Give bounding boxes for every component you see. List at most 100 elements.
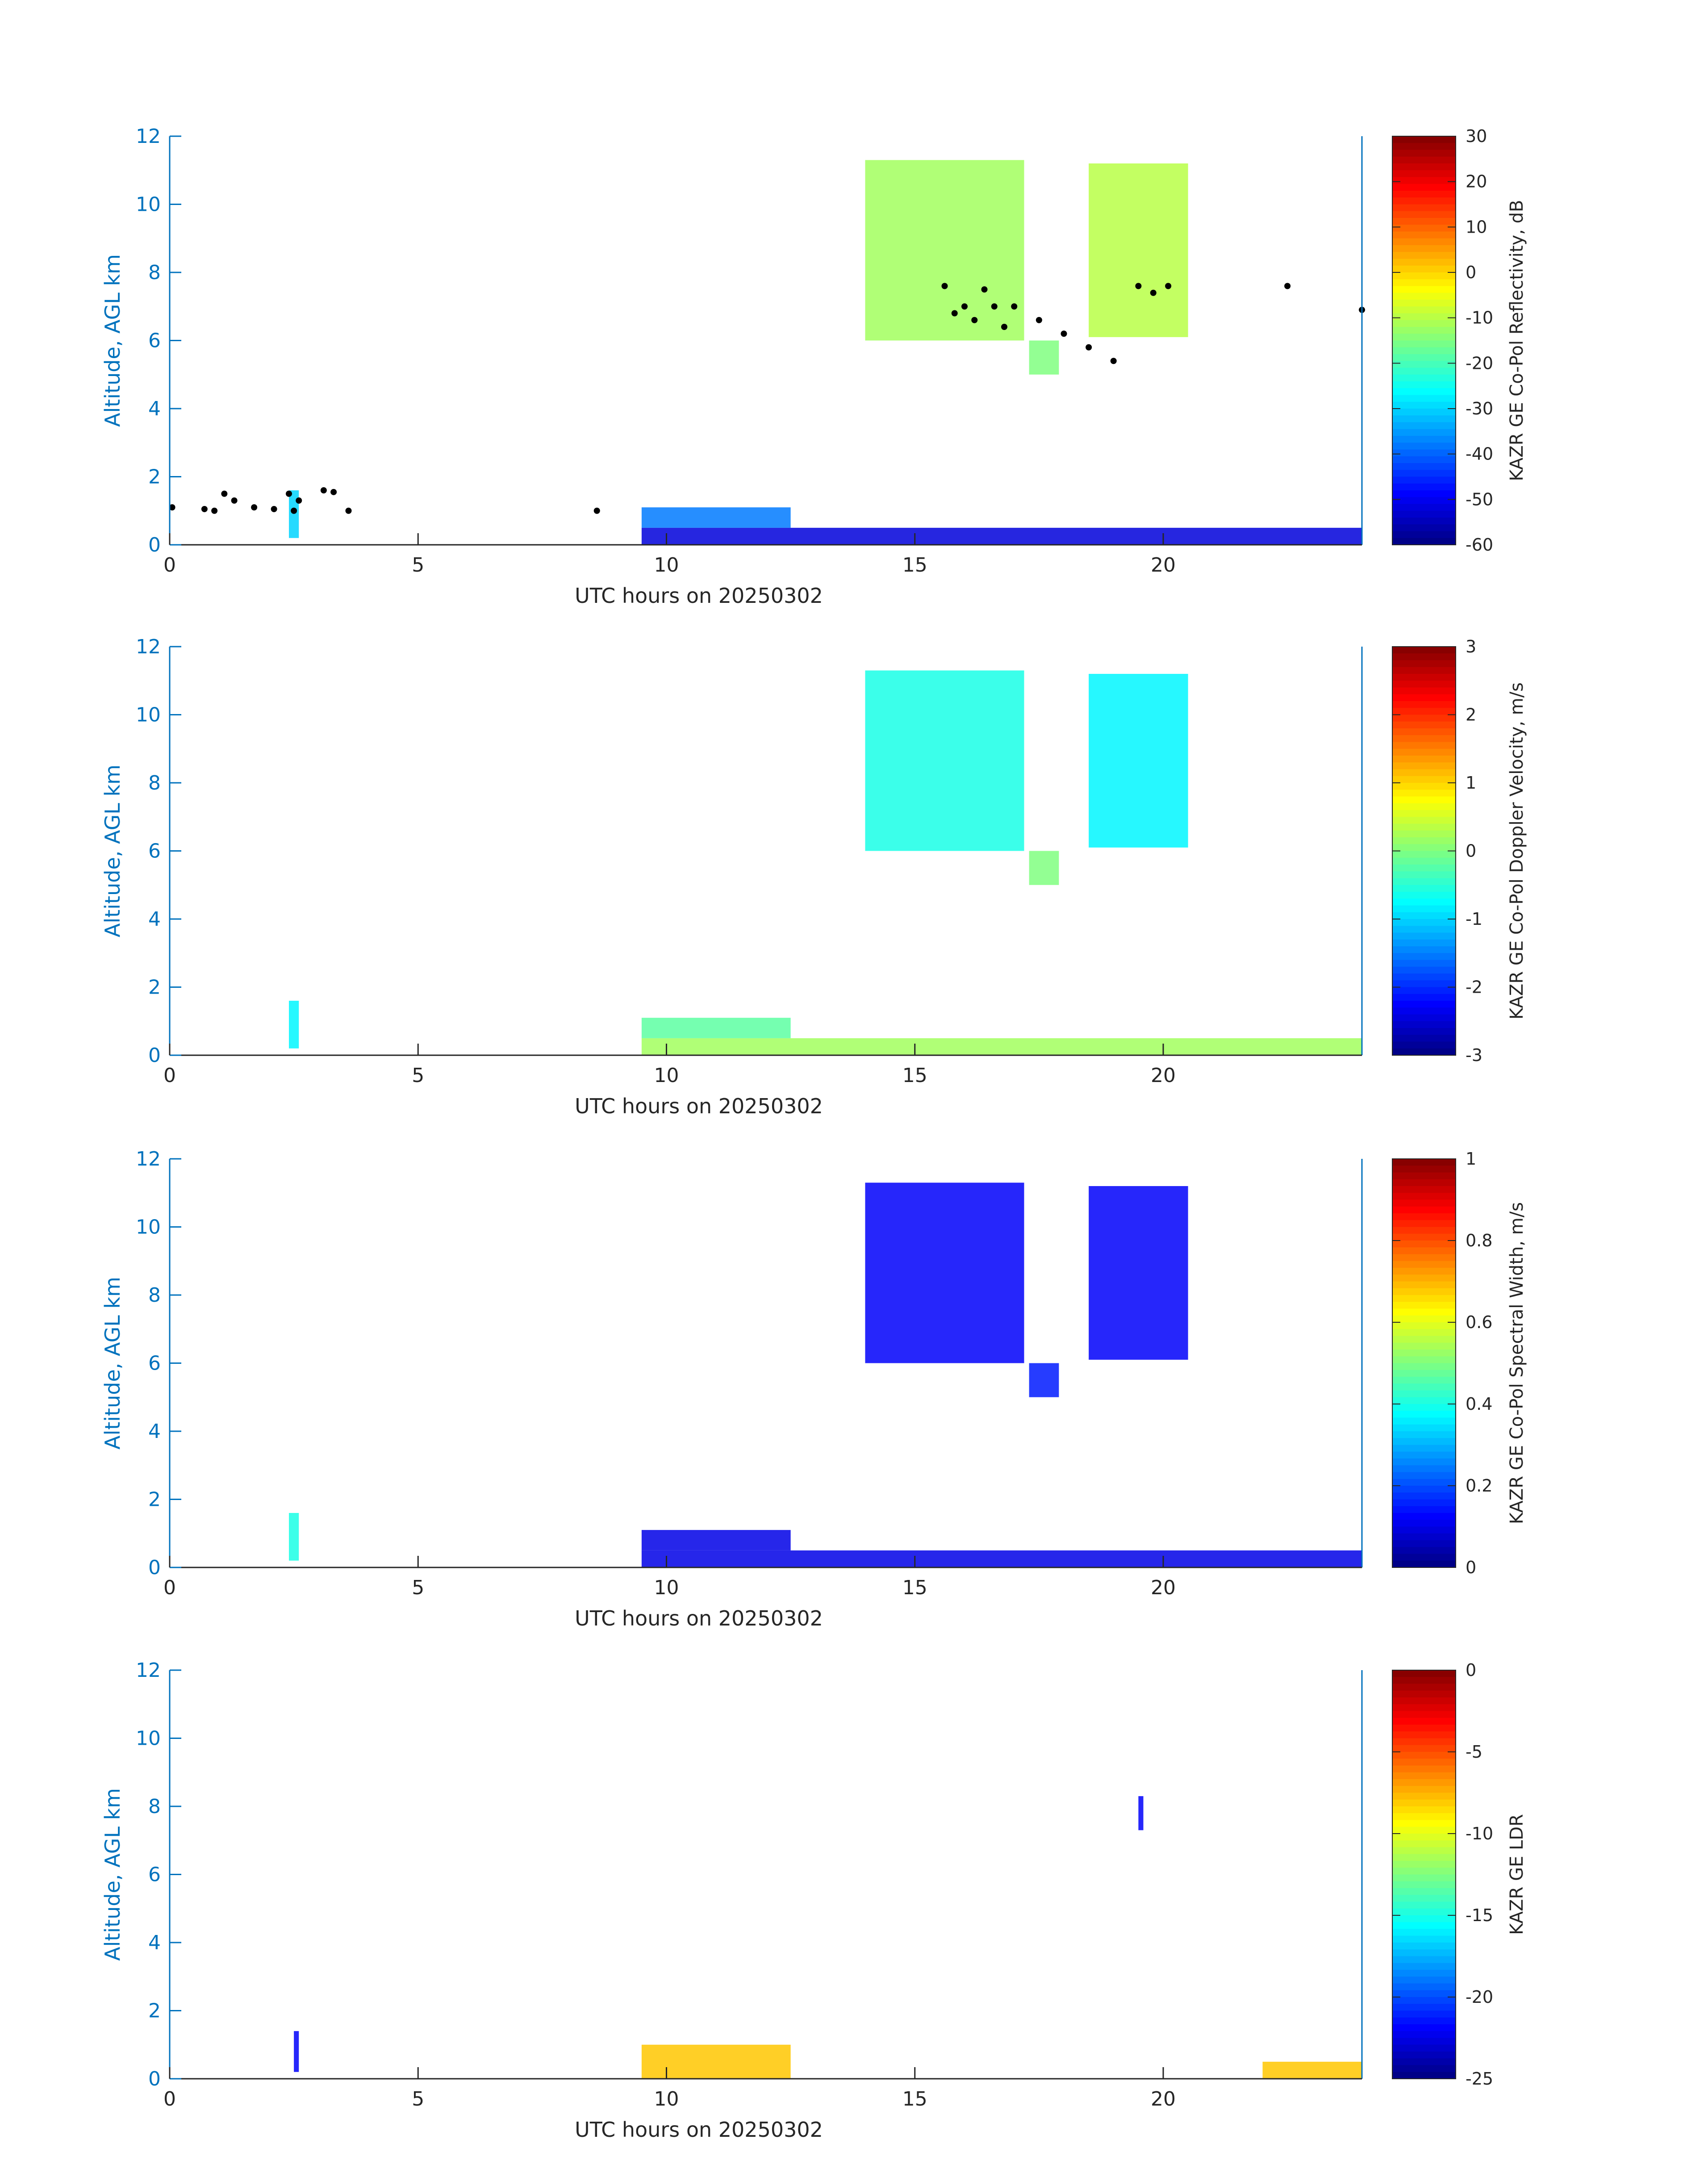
colorbar-segment — [1392, 1424, 1456, 1432]
overlay-point — [211, 507, 218, 514]
y-tick-label: 10 — [136, 1216, 161, 1239]
colorbar-segment — [1392, 1363, 1456, 1371]
colorbar-segment — [1392, 1001, 1456, 1008]
colorbar-tick-label: 0 — [1466, 1660, 1476, 1680]
colorbar-segment — [1392, 2052, 1456, 2059]
data-region — [865, 160, 1024, 341]
colorbar-segment — [1392, 1007, 1456, 1015]
colorbar-segment — [1392, 694, 1456, 702]
colorbar-segment — [1392, 225, 1456, 232]
colorbar-segment — [1392, 1793, 1456, 1800]
colorbar-segment — [1392, 279, 1456, 287]
colorbar-tick-label: -40 — [1466, 444, 1493, 464]
colorbar-segment — [1392, 769, 1456, 777]
colorbar-segment — [1392, 286, 1456, 293]
overlay-point — [251, 504, 258, 511]
y-tick-label: 12 — [136, 635, 161, 658]
colorbar-segment — [1392, 919, 1456, 927]
overlay-point — [1086, 344, 1092, 351]
colorbar-tick-label: -30 — [1466, 399, 1493, 418]
data-region — [641, 2044, 791, 2079]
x-tick-label: 10 — [654, 554, 679, 577]
colorbar-segment — [1392, 1021, 1456, 1028]
colorbar-segment — [1392, 1868, 1456, 1875]
colorbar-tick-label: -10 — [1466, 308, 1493, 328]
colorbar-segment — [1392, 1881, 1456, 1889]
data-region — [1262, 2061, 1362, 2079]
colorbar-segment — [1392, 1438, 1456, 1446]
colorbar-segment — [1392, 497, 1456, 505]
colorbar-segment — [1392, 361, 1456, 368]
colorbar-segment — [1392, 1540, 1456, 1548]
data-region — [1029, 340, 1059, 375]
colorbar-segment — [1392, 463, 1456, 471]
colorbar-segment — [1392, 926, 1456, 933]
colorbar-segment — [1392, 1254, 1456, 1262]
colorbar-tick-label: 1 — [1466, 1149, 1476, 1169]
colorbar-segment — [1392, 776, 1456, 783]
overlay-point — [1135, 283, 1142, 289]
colorbar-segment — [1392, 510, 1456, 518]
colorbar-segment — [1392, 1172, 1456, 1180]
colorbar-segment — [1392, 1241, 1456, 1248]
y-tick-label: 6 — [148, 1352, 161, 1375]
colorbar-segment — [1392, 2065, 1456, 2073]
data-region — [641, 1530, 791, 1550]
y-tick-label: 8 — [148, 1284, 161, 1307]
overlay-point — [271, 506, 277, 512]
overlay-point — [1011, 303, 1018, 310]
colorbar-segment — [1392, 1826, 1456, 1834]
colorbar-segment — [1392, 987, 1456, 994]
x-tick-label: 5 — [412, 1576, 424, 1599]
colorbar-segment — [1392, 204, 1456, 212]
colorbar-segment — [1392, 1526, 1456, 1534]
colorbar-segment — [1392, 150, 1456, 157]
colorbar-segment — [1392, 170, 1456, 178]
colorbar-segment — [1392, 2004, 1456, 2011]
data-region — [1138, 1796, 1144, 1830]
colorbar-segment — [1392, 1465, 1456, 1473]
colorbar-segment — [1392, 946, 1456, 954]
colorbar-tick-label: -60 — [1466, 535, 1493, 555]
colorbar-segment — [1392, 422, 1456, 430]
overlay-point — [330, 489, 337, 495]
data-region — [294, 2031, 299, 2072]
colorbar-segment — [1392, 211, 1456, 218]
x-tick-label: 0 — [163, 554, 176, 577]
data-region — [1089, 674, 1188, 848]
colorbar-segment — [1392, 756, 1456, 763]
overlay-point — [201, 506, 208, 512]
colorbar-segment — [1392, 1554, 1456, 1561]
colorbar-label: KAZR GE LDR — [1507, 1814, 1527, 1935]
colorbar-segment — [1392, 334, 1456, 341]
y-tick-label: 4 — [148, 1931, 161, 1954]
colorbar-segment — [1392, 1227, 1456, 1234]
colorbar-segment — [1392, 1281, 1456, 1289]
colorbar-segment — [1392, 1847, 1456, 1855]
colorbar-segment — [1392, 974, 1456, 981]
colorbar-segment — [1392, 1759, 1456, 1766]
colorbar-segment — [1392, 1404, 1456, 1412]
colorbar-tick-label: 0.4 — [1466, 1394, 1492, 1414]
colorbar-segment — [1392, 1983, 1456, 1991]
colorbar-segment — [1392, 143, 1456, 150]
colorbar-segment — [1392, 1956, 1456, 1964]
colorbar-segment — [1392, 374, 1456, 382]
colorbar-segment — [1392, 320, 1456, 327]
colorbar-segment — [1392, 238, 1456, 246]
colorbar-segment — [1392, 810, 1456, 818]
colorbar-segment — [1392, 1220, 1456, 1228]
colorbar-segment — [1392, 1295, 1456, 1303]
y-tick-label: 6 — [148, 1864, 161, 1886]
colorbar-segment — [1392, 857, 1456, 865]
colorbar-segment — [1392, 1908, 1456, 1916]
colorbar-segment — [1392, 2031, 1456, 2039]
colorbar-segment — [1392, 1247, 1456, 1255]
colorbar-segment — [1392, 2024, 1456, 2032]
y-tick-label: 6 — [148, 840, 161, 863]
colorbar-segment — [1392, 837, 1456, 845]
colorbar-segment — [1392, 1731, 1456, 1739]
colorbar-segment — [1392, 1949, 1456, 1957]
colorbar-segment — [1392, 184, 1456, 191]
